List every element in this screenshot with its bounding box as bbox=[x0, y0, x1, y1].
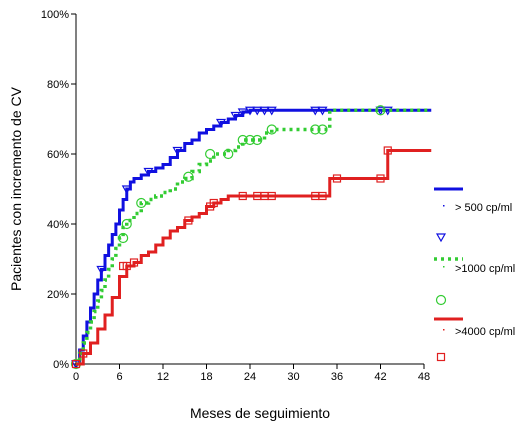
censor-marker bbox=[184, 216, 193, 225]
x-tick-label: 30 bbox=[287, 371, 299, 383]
censor-marker bbox=[266, 106, 277, 116]
series-3 bbox=[71, 146, 432, 369]
censor-marker bbox=[129, 258, 139, 267]
censor-marker bbox=[205, 148, 216, 160]
y-tick-label: 20% bbox=[47, 289, 69, 301]
censor-marker bbox=[317, 124, 328, 135]
censor-marker bbox=[266, 124, 277, 135]
legend-item-3: >4000 cp/ml bbox=[434, 317, 515, 362]
censor-marker bbox=[172, 146, 183, 156]
legend-label: >4000 cp/ml bbox=[455, 326, 515, 338]
legend-item-1: > 500 cp/ml bbox=[434, 187, 512, 243]
x-tick-label: 6 bbox=[116, 371, 122, 383]
series-layer bbox=[70, 105, 432, 370]
legend-dot bbox=[443, 266, 445, 268]
x-ticks: 0 6 12 18 24 30 36 42 48 bbox=[73, 364, 430, 383]
censor-marker bbox=[376, 174, 385, 183]
censor-marker bbox=[136, 197, 147, 209]
y-tick-label: 100% bbox=[41, 9, 69, 21]
legend-item-2: >1000 cp/ml bbox=[434, 257, 515, 306]
series-line bbox=[76, 108, 432, 366]
censor-marker bbox=[79, 349, 88, 358]
censor-marker bbox=[252, 106, 263, 116]
x-tick-label: 18 bbox=[200, 371, 212, 383]
censor-marker bbox=[71, 359, 81, 369]
y-tick-label: 0% bbox=[53, 359, 69, 371]
censor-marker bbox=[143, 167, 154, 177]
series-line bbox=[76, 108, 432, 366]
censor-marker bbox=[375, 105, 386, 116]
censor-marker bbox=[332, 174, 342, 183]
censor-marker bbox=[121, 185, 132, 195]
censor-marker bbox=[267, 191, 276, 201]
y-tick-label: 60% bbox=[47, 149, 69, 161]
censor-marker bbox=[209, 198, 218, 208]
y-tick-label: 40% bbox=[47, 219, 69, 231]
censor-marker bbox=[318, 191, 327, 201]
x-tick-label: 36 bbox=[331, 371, 343, 383]
censor-marker bbox=[237, 134, 248, 146]
censor-marker bbox=[121, 218, 132, 230]
legend-marker bbox=[435, 233, 447, 243]
x-tick-label: 24 bbox=[244, 371, 256, 383]
censor-marker bbox=[317, 106, 328, 116]
y-ticks: 0% 20% 40% 60% 80% 100% bbox=[41, 9, 76, 371]
x-axis-title: Meses de seguimiento bbox=[190, 405, 330, 421]
x-tick-label: 48 bbox=[418, 371, 430, 383]
censor-marker bbox=[230, 111, 241, 121]
censor-marker bbox=[310, 124, 321, 135]
series-1 bbox=[70, 106, 432, 370]
censor-marker bbox=[244, 106, 256, 116]
legend: > 500 cp/ml >1000 cp/ml >4000 cp/ml bbox=[434, 187, 515, 362]
censor-marker bbox=[96, 265, 107, 275]
x-tick-label: 12 bbox=[157, 371, 169, 383]
censor-marker bbox=[237, 108, 248, 118]
censor-marker bbox=[252, 134, 263, 146]
y-axis-title: Pacientes con incremento de CV bbox=[8, 86, 24, 291]
censor-marker bbox=[183, 171, 194, 182]
x-tick-label: 0 bbox=[73, 371, 79, 383]
legend-marker bbox=[435, 294, 447, 306]
x-tick-label: 42 bbox=[374, 371, 386, 383]
legend-dot bbox=[443, 329, 445, 331]
censor-marker bbox=[238, 191, 247, 201]
series-2 bbox=[70, 105, 432, 370]
legend-marker bbox=[436, 352, 446, 362]
y-tick-label: 80% bbox=[47, 79, 69, 91]
legend-dot bbox=[443, 205, 445, 207]
legend-label: >1000 cp/ml bbox=[455, 263, 515, 275]
censor-marker bbox=[310, 106, 321, 116]
censor-marker bbox=[259, 106, 270, 116]
legend-label: > 500 cp/ml bbox=[455, 202, 512, 214]
censor-marker bbox=[223, 148, 234, 160]
censor-marker bbox=[244, 134, 256, 146]
censor-marker bbox=[118, 232, 129, 244]
censor-marker bbox=[383, 146, 392, 155]
censor-marker bbox=[215, 118, 227, 128]
